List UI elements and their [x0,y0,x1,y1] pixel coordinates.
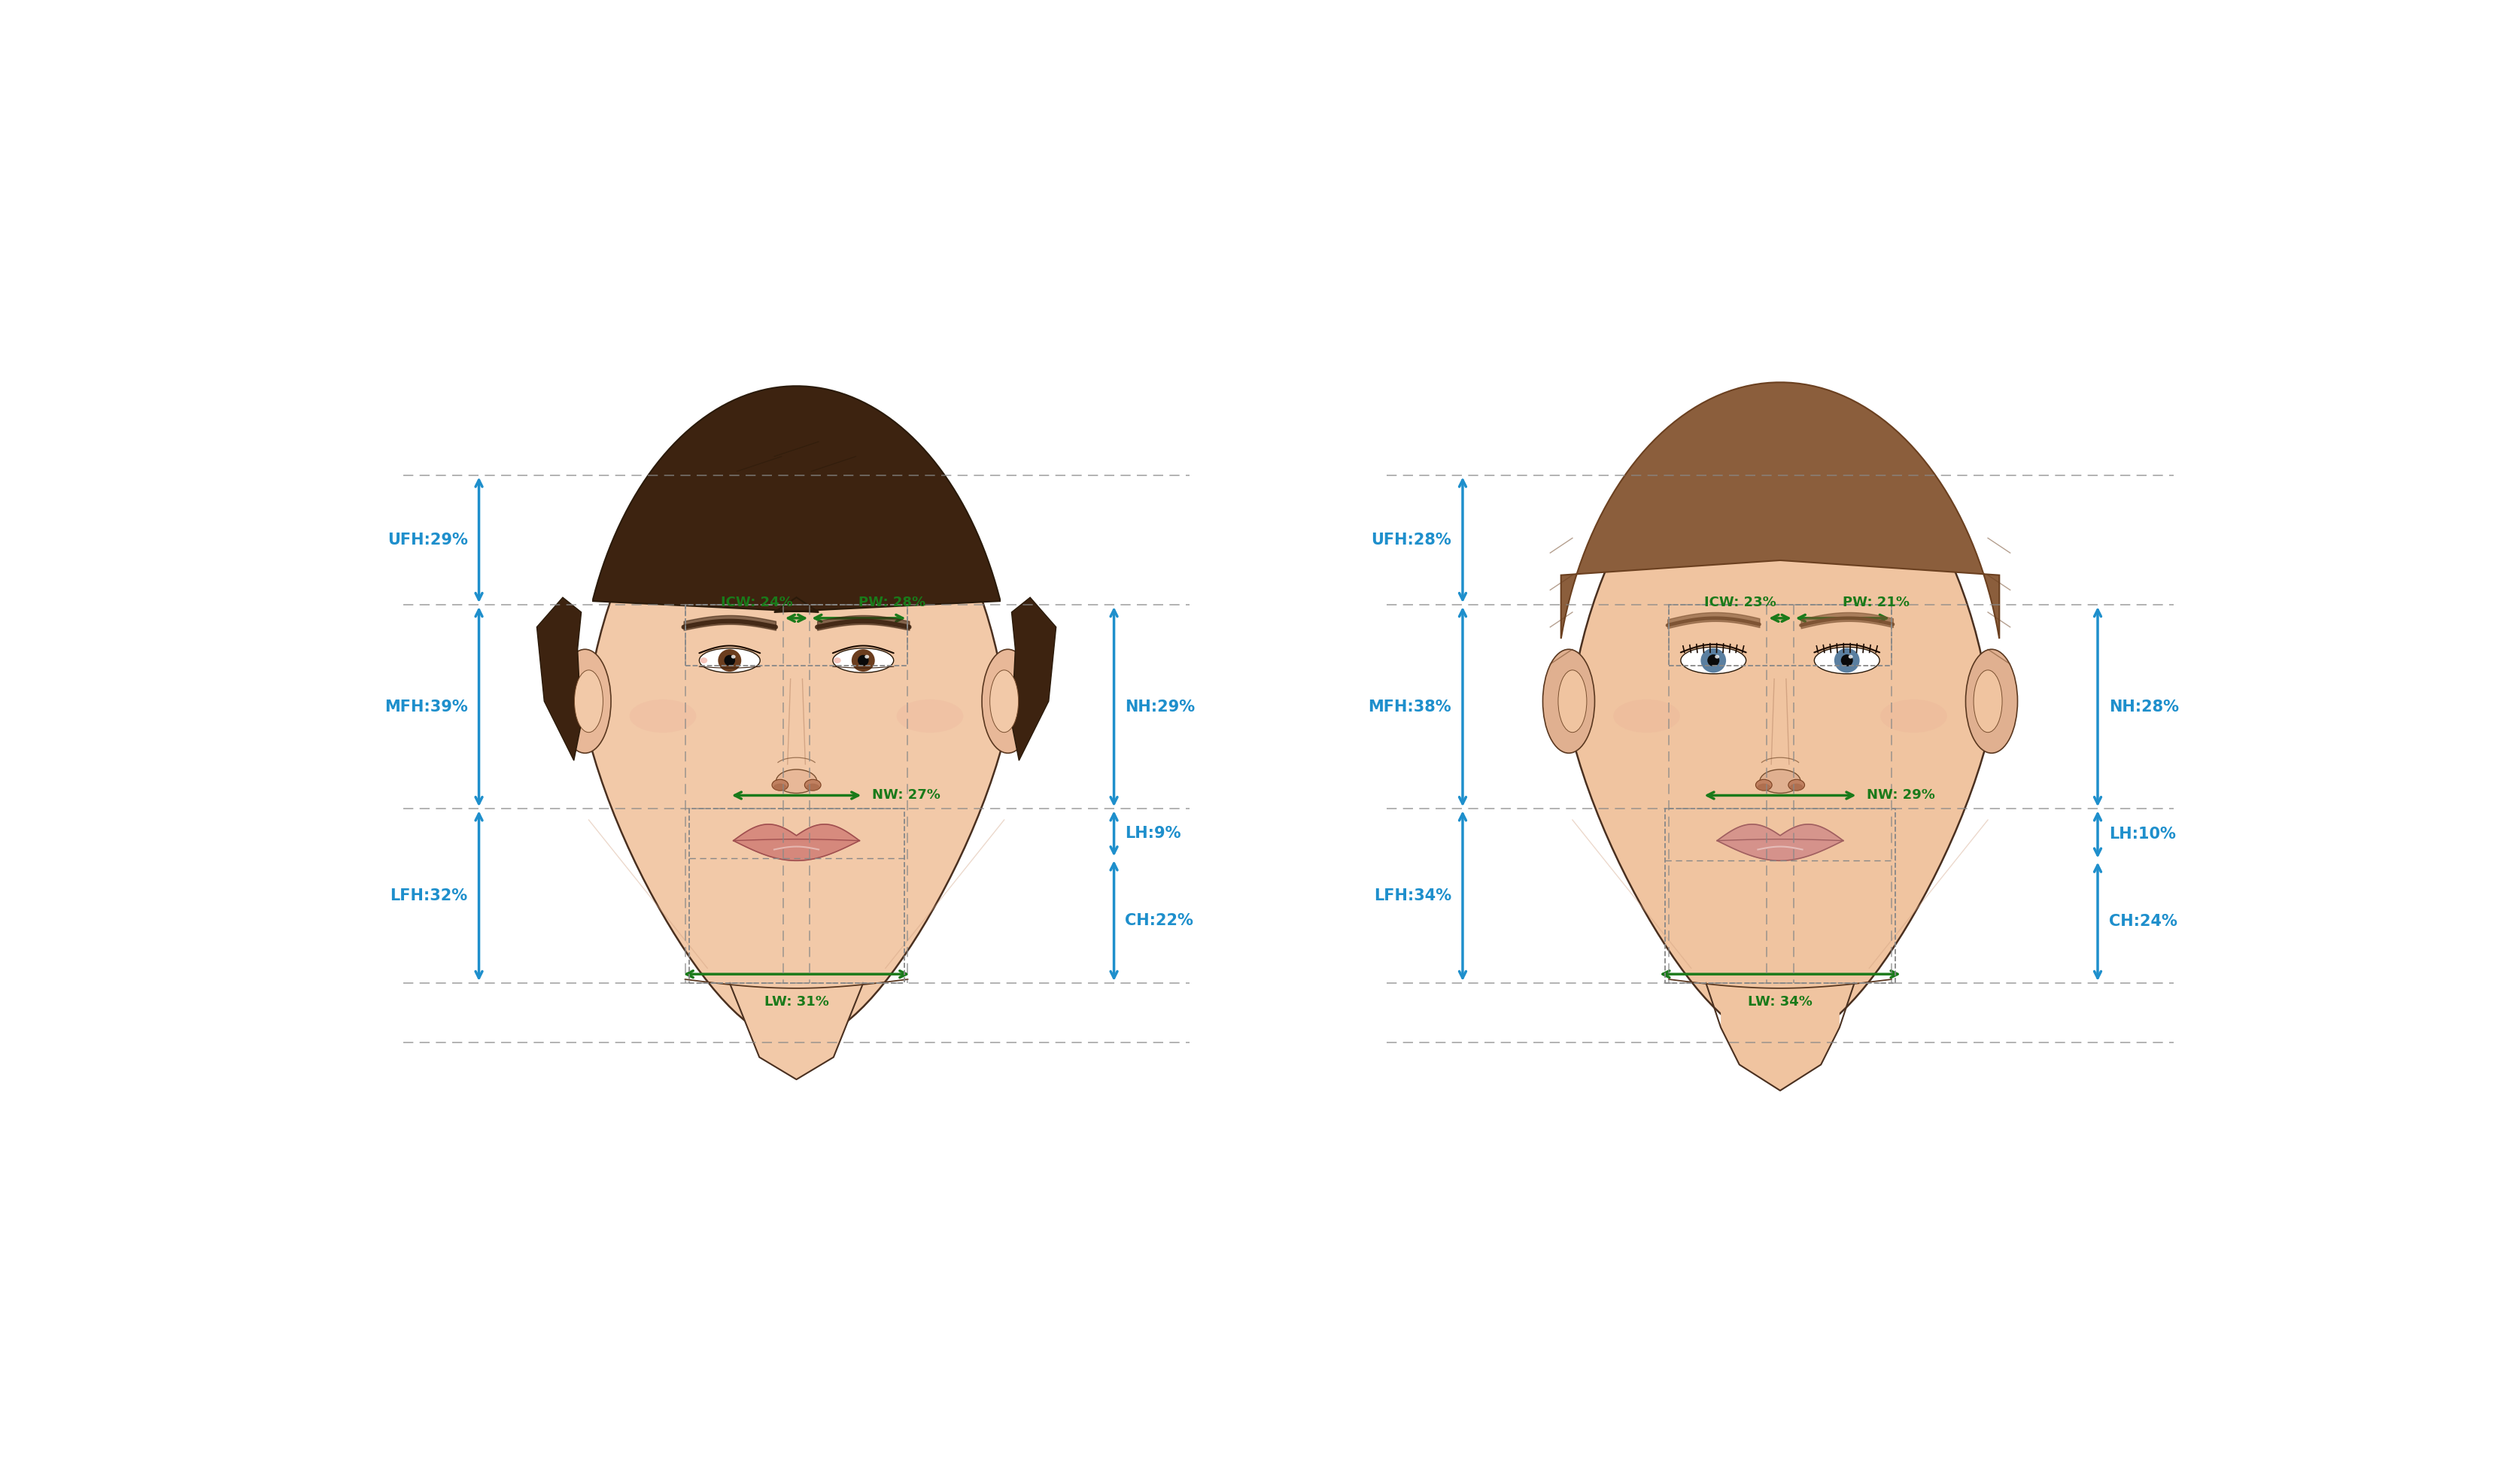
Text: CH:22%: CH:22% [1126,913,1194,929]
Text: CH:24%: CH:24% [2108,914,2176,929]
Text: MFH:39%: MFH:39% [384,699,467,714]
Ellipse shape [575,671,603,733]
Ellipse shape [852,649,875,672]
Text: LW: 34%: LW: 34% [1747,994,1812,1009]
Bar [686,605,907,666]
Text: NW: 29%: NW: 29% [1867,788,1935,803]
Ellipse shape [1759,769,1799,792]
Ellipse shape [1789,784,1802,791]
Polygon shape [734,840,859,861]
Polygon shape [1568,405,1990,1042]
Bar [1669,605,1890,666]
Ellipse shape [774,784,787,791]
Text: UFH:28%: UFH:28% [1370,533,1450,548]
Text: LH:10%: LH:10% [2108,827,2176,841]
Text: LW: 31%: LW: 31% [764,994,829,1009]
Ellipse shape [832,649,892,672]
Text: NH:29%: NH:29% [1126,699,1194,714]
Ellipse shape [777,769,817,792]
Ellipse shape [1681,647,1747,674]
Ellipse shape [1543,650,1593,752]
Ellipse shape [1965,650,2018,752]
Text: ICW: 24%: ICW: 24% [721,595,792,610]
Ellipse shape [1757,784,1769,791]
Ellipse shape [1834,649,1860,672]
Ellipse shape [731,654,736,659]
Polygon shape [1561,383,1998,638]
Ellipse shape [724,654,734,666]
Text: PW: 21%: PW: 21% [1842,595,1910,610]
Ellipse shape [1973,671,2000,733]
Text: LFH:34%: LFH:34% [1375,889,1450,904]
Bar [689,809,905,982]
Ellipse shape [699,657,706,663]
Ellipse shape [857,654,869,666]
Ellipse shape [719,649,741,672]
Text: NH:28%: NH:28% [2108,699,2179,714]
Ellipse shape [983,650,1033,752]
Ellipse shape [1814,647,1880,674]
Ellipse shape [771,779,789,791]
Text: LH:9%: LH:9% [1126,827,1181,841]
Polygon shape [593,386,1000,613]
Ellipse shape [1558,671,1586,733]
Polygon shape [744,968,847,1079]
Ellipse shape [699,649,759,672]
Ellipse shape [1714,654,1719,659]
Text: ICW: 23%: ICW: 23% [1704,595,1777,610]
Ellipse shape [1847,654,1852,659]
Text: MFH:38%: MFH:38% [1367,699,1450,714]
Ellipse shape [864,654,869,659]
Ellipse shape [1754,779,1772,791]
Ellipse shape [834,657,842,663]
Ellipse shape [1787,779,1804,791]
Polygon shape [734,824,859,840]
Text: NW: 27%: NW: 27% [872,788,940,803]
Text: LFH:32%: LFH:32% [390,889,467,904]
Polygon shape [1010,598,1055,760]
Text: PW: 28%: PW: 28% [859,595,925,610]
Ellipse shape [1701,649,1726,672]
Polygon shape [586,405,1008,1042]
Bar [1664,809,1895,982]
Ellipse shape [1840,654,1852,666]
Polygon shape [1721,968,1840,1091]
Ellipse shape [558,650,611,752]
Ellipse shape [897,699,962,733]
Ellipse shape [628,699,696,733]
Polygon shape [1716,824,1842,840]
Text: UFH:29%: UFH:29% [387,533,467,548]
Polygon shape [538,598,581,760]
Ellipse shape [990,671,1018,733]
Ellipse shape [804,779,822,791]
Ellipse shape [1706,654,1719,666]
Ellipse shape [1880,699,1948,733]
Polygon shape [1716,840,1842,861]
Ellipse shape [807,784,819,791]
Ellipse shape [1613,699,1679,733]
